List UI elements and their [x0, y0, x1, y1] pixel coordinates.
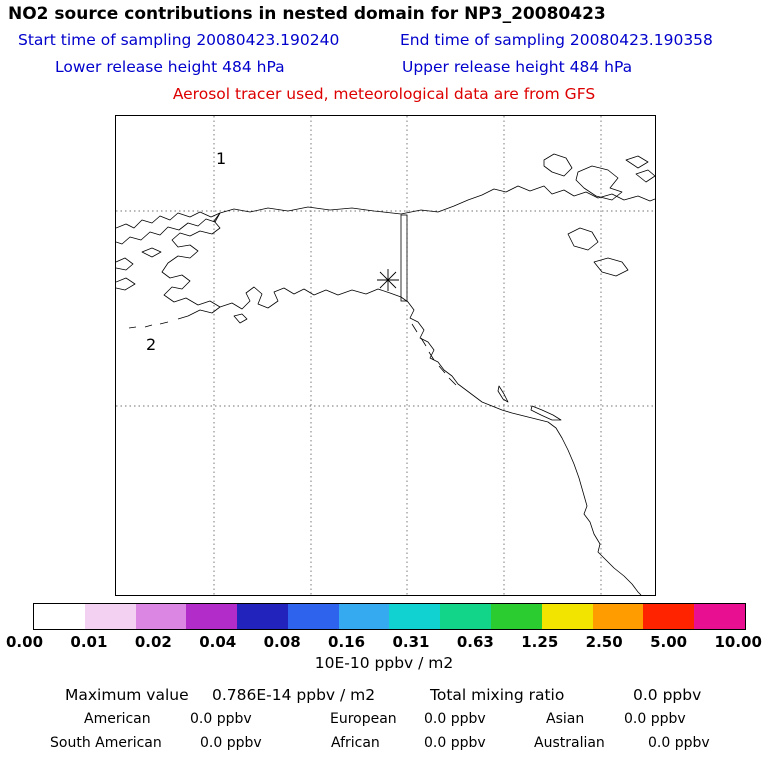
colorbar-cell	[440, 604, 492, 629]
colorbar-tick-label: 0.16	[328, 633, 366, 651]
colorbar-tick-label: 2.50	[585, 633, 623, 651]
graticule-grid	[116, 116, 655, 595]
colorbar-tick-label: 0.63	[456, 633, 494, 651]
colorbar-tick-label: 1.25	[521, 633, 559, 651]
map-frame: 1 2	[115, 115, 656, 596]
colorbar-tick-label: 0.00	[6, 633, 44, 651]
colorbar-tick-label: 5.00	[650, 633, 688, 651]
colorbar-tick-label: 0.08	[263, 633, 301, 651]
colorbar	[33, 603, 746, 630]
tracer-note: Aerosol tracer used, meteorological data…	[172, 85, 596, 103]
site-label-2: 2	[146, 335, 156, 354]
colorbar-cell	[84, 604, 136, 629]
colorbar-tick-label: 0.04	[199, 633, 237, 651]
tracer-african-label: African	[331, 735, 380, 751]
colorbar-tick-label: 10.00	[714, 633, 762, 651]
tracer-european-value: 0.0 ppbv	[424, 711, 486, 727]
colorbar-cell	[34, 604, 85, 629]
colorbar-tick-label: 0.02	[134, 633, 172, 651]
colorbar-cell	[491, 604, 542, 629]
tracer-american-label: American	[84, 711, 151, 727]
colorbar-cell	[338, 604, 390, 629]
tracer-australian-label: Australian	[534, 735, 605, 751]
colorbar-cell	[643, 604, 695, 629]
tracer-european-label: European	[330, 711, 397, 727]
colorbar-cell	[186, 604, 238, 629]
page-title: NO2 source contributions in nested domai…	[8, 4, 606, 24]
colorbar-cell	[237, 604, 288, 629]
colorbar-cell	[287, 604, 339, 629]
start-time-label: Start time of sampling 20080423.190240	[18, 31, 340, 49]
release-point-asterisk-icon	[377, 269, 399, 291]
total-mixing-ratio-label: Total mixing ratio	[430, 686, 565, 704]
maximum-value-label: Maximum value	[65, 686, 189, 704]
tracer-asian-label: Asian	[546, 711, 585, 727]
lower-release-label: Lower release height 484 hPa	[55, 58, 285, 76]
colorbar-tick-label: 0.01	[70, 633, 108, 651]
tracer-african-value: 0.0 ppbv	[424, 735, 486, 751]
tracer-asian-value: 0.0 ppbv	[624, 711, 686, 727]
colorbar-ticks: 0.00 0.01 0.02 0.04 0.08 0.16 0.31 0.63 1.25 2.50…	[6, 633, 762, 651]
coastlines	[116, 153, 655, 595]
total-mixing-ratio-value: 0.0 ppbv	[633, 686, 702, 704]
tracer-south-american-label: South American	[50, 735, 162, 751]
colorbar-cell	[541, 604, 593, 629]
colorbar-tick-label: 0.31	[392, 633, 430, 651]
tracer-american-value: 0.0 ppbv	[190, 711, 252, 727]
colorbar-cell	[592, 604, 644, 629]
maximum-value: 0.786E-14 ppbv / m2	[212, 686, 376, 704]
tracer-south-american-value: 0.0 ppbv	[200, 735, 262, 751]
nested-domain-outline	[400, 214, 408, 302]
colorbar-cell	[694, 604, 745, 629]
upper-release-label: Upper release height 484 hPa	[402, 58, 633, 76]
map-svg: 1 2	[116, 116, 655, 595]
end-time-label: End time of sampling 20080423.190358	[400, 31, 713, 49]
site-label-1: 1	[216, 149, 226, 168]
colorbar-cell	[389, 604, 441, 629]
colorbar-units-label: 10E-10 ppbv / m2	[314, 654, 454, 672]
tracer-australian-value: 0.0 ppbv	[648, 735, 710, 751]
colorbar-cell	[135, 604, 187, 629]
